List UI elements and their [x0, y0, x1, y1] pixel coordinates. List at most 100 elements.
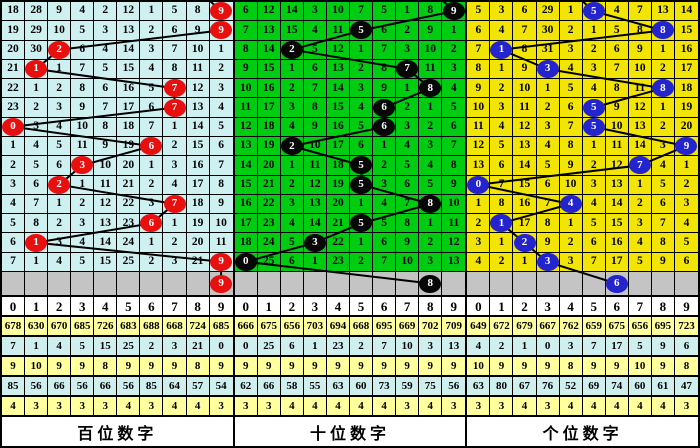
grid-cell: 4: [48, 117, 72, 137]
grid-cell: 8: [628, 21, 652, 41]
grid-cell: 19: [326, 175, 350, 195]
grid-cell: 5: [350, 214, 374, 234]
grid-cell: 7: [373, 40, 397, 60]
drawn-digit-circle: 2: [280, 137, 303, 156]
grid-cell: 8: [163, 59, 187, 80]
grid-cell: 2: [2, 156, 26, 176]
drawn-digit-circle: 7: [163, 194, 186, 213]
pending-cell: [490, 272, 514, 295]
stat-cell: 669: [396, 317, 420, 337]
grid-cell: 18: [326, 156, 350, 176]
digit-header-cell: 5: [350, 297, 374, 315]
grid-cell: 4: [2, 194, 26, 215]
stat-cell: 649: [467, 317, 491, 337]
drawn-digit-circle: 0: [2, 117, 25, 136]
stat-cell: 2: [350, 337, 374, 357]
stat-cell: 23: [326, 337, 350, 357]
grid-cell: 11: [303, 156, 327, 176]
miss-grid-hundreds: 18 28 9 4 2 12 1 5 8 9 19 29 10 5 3 13 2 6 9 9 20 30 2 6 4 14 3 7 10…: [2, 2, 233, 272]
grid-cell: 2: [396, 98, 420, 118]
stat-cell: 726: [94, 317, 118, 337]
stat-cell: 69: [582, 377, 606, 397]
stat-cell: 762: [559, 317, 583, 337]
grid-cell: 2: [559, 21, 583, 41]
grid-cell: 6: [48, 156, 72, 176]
grid-cell: 22: [326, 233, 350, 253]
grid-cell: 12: [117, 2, 141, 22]
grid-cell: 24: [117, 233, 141, 253]
grid-cell: 5: [71, 21, 95, 41]
drawn-digit-circle: 4: [559, 194, 582, 213]
stat-cell: 695: [651, 317, 675, 337]
stat-cell: 80: [490, 377, 514, 397]
stats-row-1: 7 1 4 5 15 25 2 3 21 0: [2, 337, 233, 357]
grid-cell: 15: [674, 21, 699, 41]
grid-cell: 3: [419, 137, 443, 157]
grid-cell: 11: [467, 117, 491, 137]
grid-cell: 15: [280, 21, 304, 41]
grid-cell: 5: [209, 117, 233, 137]
stat-cell: 9: [2, 357, 26, 377]
stat-cell: 0: [234, 337, 258, 357]
stat-cell: 9: [234, 357, 258, 377]
pending-cell: [536, 272, 560, 295]
stat-cell: 3: [94, 397, 118, 417]
grid-cell: 6: [25, 175, 49, 195]
stat-cell: 4: [326, 397, 350, 417]
grid-cell: 5: [2, 214, 26, 234]
grid-cell: 1: [280, 59, 304, 80]
grid-cell: 8: [513, 40, 537, 60]
grid-cell: 5: [350, 175, 374, 195]
stat-cell: 21: [186, 337, 210, 357]
grid-cell: 14: [94, 233, 118, 253]
stat-cell: 0: [209, 337, 233, 357]
pending-cell: [467, 272, 491, 295]
stat-cell: 1: [25, 337, 49, 357]
grid-cell: 5: [163, 2, 187, 22]
pending-digit-circle: 8: [419, 274, 442, 293]
grid-cell: 10: [513, 79, 537, 99]
pending-cell: 8: [419, 272, 443, 295]
grid-cell: 1: [442, 21, 466, 41]
grid-cell: 7: [163, 40, 187, 60]
panel-hundreds: 18 28 9 4 2 12 1 5 8 9 19 29 10 5 3 13 2 6 9 9 20 30 2 6 4 14 3 7 10…: [2, 2, 233, 446]
grid-cell: 1: [490, 214, 514, 234]
grid-cell: 2: [651, 59, 675, 80]
grid-cell: 1: [163, 117, 187, 137]
grid-cell: 18: [186, 194, 210, 215]
grid-cell: 9: [209, 194, 233, 215]
panel-units: 5 3 6 29 1 5 4 7 13 14 6 4 7 30 2 1 5 8 8 15 7 1 8 31 3 2 6 9 1 16 8 1 9…: [465, 2, 699, 446]
grid-cell: 8: [559, 137, 583, 157]
drawn-digit-circle: 9: [210, 21, 233, 40]
grid-cell: 3: [559, 252, 583, 272]
stat-cell: 4: [117, 397, 141, 417]
drawn-digit-circle: 1: [25, 59, 48, 78]
drawn-digit-circle: 3: [536, 59, 559, 78]
stat-cell: 3: [674, 397, 699, 417]
grid-cell: 2: [467, 214, 491, 234]
digit-header-cell: 3: [303, 297, 327, 315]
stat-cell: 5: [71, 337, 95, 357]
panel-tens: 6 12 14 3 10 7 5 1 8 9 7 13 15 4 11 5 6 2 9 1 8 14 2 5 12 1 7 3 10 2 9…: [232, 2, 466, 446]
grid-cell: 29: [536, 2, 560, 22]
grid-cell: 15: [257, 59, 281, 80]
grid-cell: 23: [257, 214, 281, 234]
grid-cell: 4: [442, 79, 466, 99]
grid-cell: 9: [651, 252, 675, 272]
grid-cell: 14: [513, 156, 537, 176]
grid-cell: 7: [2, 252, 26, 272]
grid-cell: 10: [442, 194, 466, 215]
digit-header-cell: 0: [234, 297, 258, 315]
stat-cell: 10: [467, 357, 491, 377]
grid-cell: 9: [209, 252, 233, 272]
stat-cell: 9: [163, 357, 187, 377]
grid-cell: 7: [582, 252, 606, 272]
stat-cell: 4: [2, 397, 26, 417]
grid-cell: 4: [559, 59, 583, 80]
grid-cell: 2: [48, 175, 72, 195]
grid-cell: 9: [234, 59, 258, 80]
grid-cell: 1: [350, 40, 374, 60]
grid-cell: 1: [582, 21, 606, 41]
